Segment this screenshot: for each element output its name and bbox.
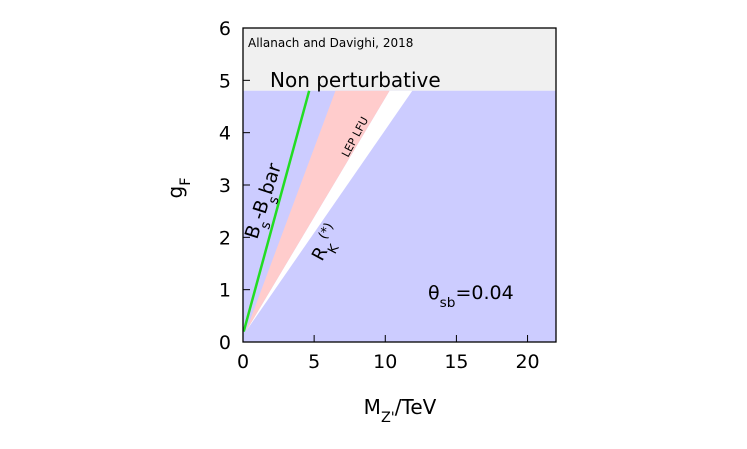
text-part: s [257,220,274,232]
text-part: (*) [316,220,337,242]
text-part: Z' [381,410,395,426]
y-tick-label: 4 [219,123,231,145]
bound-line [242,90,311,332]
text-part: g [163,186,187,199]
line-label: Bs-Bsbar [241,160,293,243]
y-tick-label: 5 [219,70,231,92]
text-part: s [265,195,282,207]
y-tick-label: 3 [219,175,231,197]
text-part: B [241,222,266,241]
y-tick-label: 1 [219,280,231,302]
text-part: =0.04 [455,282,513,304]
text-part: θ [428,282,440,304]
text-part: Non perturbative [270,68,441,92]
x-tick-label: 10 [373,351,397,373]
region-label: Non perturbative [270,68,441,92]
y-axis-title: gF [163,178,194,199]
text-part: M [364,395,381,419]
parameter-label: θsb=0.04 [428,282,514,311]
text-part: sb [440,295,456,311]
x-tick-label: 15 [444,351,468,373]
x-tick-label: 20 [515,351,539,373]
y-tick-label: 0 [219,332,231,354]
x-axis-title: MZ'/TeV [364,395,437,426]
x-tick-label: 5 [308,351,320,373]
region [245,90,390,332]
text-part: F [178,178,194,186]
annotation: Allanach and Davighi, 2018 [248,36,413,50]
x-tick-label: 0 [237,351,249,373]
region [245,90,413,332]
text-part: /TeV [395,395,437,419]
region [243,28,556,91]
y-tick-label: 6 [219,18,231,40]
y-tick-label: 2 [219,227,231,249]
